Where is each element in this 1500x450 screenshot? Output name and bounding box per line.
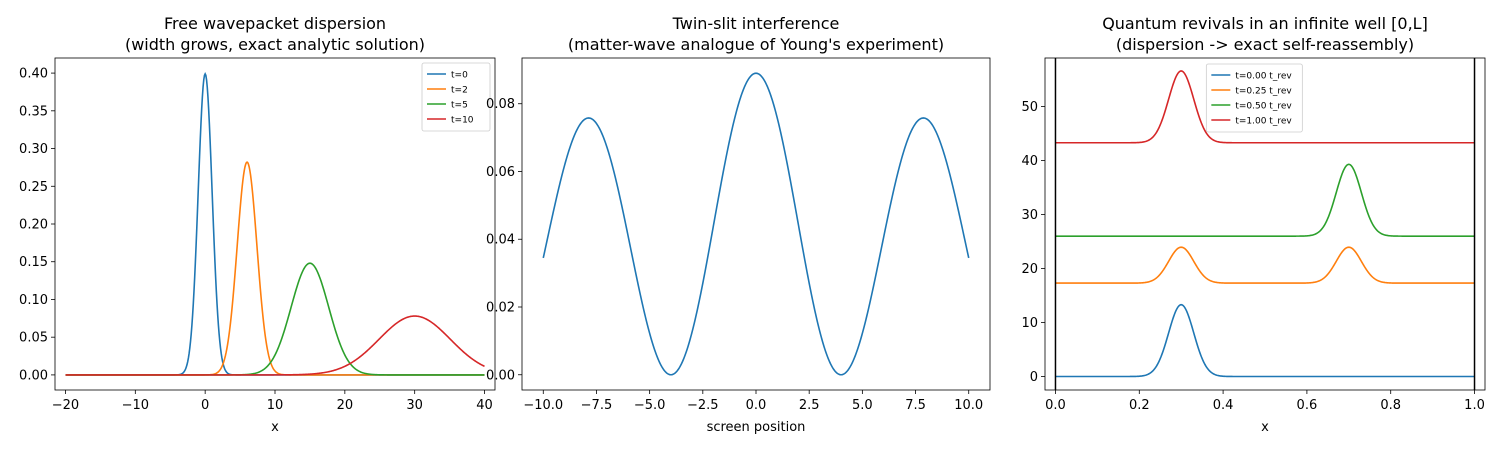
legend: t=0.00 t_rev t=0.25 t_rev t=0.50 t_rev t=1.… [1205, 63, 1303, 133]
x-axis-label: x [271, 420, 279, 435]
y-tick-label: 0.10 [19, 293, 48, 308]
axes-frame [521, 57, 991, 391]
series-line-t-10 [65, 315, 485, 376]
series-line-2 [542, 72, 970, 376]
x-tick-label: 7.5 [905, 398, 926, 413]
legend-entry: t=0.25 t_rev [1235, 87, 1292, 97]
y-tick-label: 0.30 [19, 142, 48, 157]
y-tick-label: 0.20 [19, 218, 48, 233]
legend-entry: t=0 [451, 71, 468, 81]
x-tick-label: −7.5 [581, 398, 613, 413]
x-tick-label: 2.5 [799, 398, 820, 413]
y-tick-label: 0.00 [486, 368, 515, 383]
chart-title-line-2: (width grows, exact analytic solution) [125, 35, 425, 54]
series-line-t-0-00-t-rev [1055, 303, 1475, 378]
x-axis-label: screen position [707, 420, 806, 435]
y-tick-label: 0.02 [486, 301, 515, 316]
x-tick-label: 0.8 [1380, 398, 1401, 413]
x-axis-label: x [1261, 420, 1269, 435]
legend: t=0 t=2 t=5 t=10 [421, 62, 491, 132]
legend-entry: t=2 [451, 86, 468, 96]
x-tick-label: 0.2 [1129, 398, 1150, 413]
x-tick-label: 10.0 [954, 398, 983, 413]
y-tick-label: 0.15 [19, 255, 48, 270]
x-tick-label: 5.0 [852, 398, 873, 413]
x-tick-label: −10.0 [523, 398, 563, 413]
y-tick-label: 0 [1030, 370, 1038, 385]
subplot-2: Twin-slit interference (matter-wave analo… [486, 14, 991, 435]
legend-entry: t=5 [451, 101, 468, 111]
y-tick-label: 0.25 [19, 180, 48, 195]
subplot-3: Quantum revivals in an infinite well [0,… [1021, 14, 1486, 435]
y-tick-label: 30 [1021, 208, 1038, 223]
y-tick-label: 0.06 [486, 165, 515, 180]
axes-frame [1044, 57, 1486, 391]
chart-title-line-1: Free wavepacket dispersion [164, 14, 386, 33]
x-tick-label: 0.0 [1045, 398, 1066, 413]
x-tick-label: 30 [406, 398, 423, 413]
series-line-t-5 [65, 262, 485, 376]
x-tick-label: −5.0 [634, 398, 666, 413]
x-tick-label: 0.4 [1213, 398, 1234, 413]
x-tick-label: 0.6 [1297, 398, 1318, 413]
x-tick-label: 0.0 [746, 398, 767, 413]
x-tick-label: 0 [201, 398, 209, 413]
legend-entry: t=0.00 t_rev [1235, 72, 1292, 82]
series-line-t-2 [65, 161, 485, 376]
x-tick-label: 40 [476, 398, 493, 413]
legend-entry: t=1.00 t_rev [1235, 117, 1292, 127]
y-tick-label: 0.04 [486, 233, 515, 248]
subplot-1: Free wavepacket dispersion (width grows, … [19, 14, 496, 435]
x-tick-label: −10 [122, 398, 149, 413]
x-tick-label: −20 [52, 398, 79, 413]
legend-box [1205, 63, 1303, 133]
y-tick-label: 0.00 [19, 368, 48, 383]
series-line-t-1-00-t-rev [1055, 70, 1475, 144]
legend-entry: t=10 [451, 116, 474, 126]
series-line-t-0-50-t-rev [1055, 163, 1475, 237]
y-tick-label: 0.08 [486, 97, 515, 112]
chart-title-line-2: (dispersion -> exact self-reassembly) [1116, 35, 1414, 54]
x-tick-label: 10 [267, 398, 284, 413]
chart-title-line-1: Quantum revivals in an infinite well [0,… [1102, 14, 1428, 33]
chart-title-line-2: (matter-wave analogue of Young's experim… [568, 35, 944, 54]
chart-title-line-1: Twin-slit interference [672, 14, 840, 33]
series-line-t-0-25-t-rev [1055, 246, 1475, 284]
x-tick-label: −2.5 [687, 398, 719, 413]
y-tick-label: 0.35 [19, 104, 48, 119]
y-tick-label: 20 [1021, 262, 1038, 277]
y-tick-label: 0.40 [19, 67, 48, 82]
y-tick-label: 10 [1021, 316, 1038, 331]
y-tick-label: 40 [1021, 154, 1038, 169]
legend-entry: t=0.50 t_rev [1235, 102, 1292, 112]
legend-box [421, 62, 491, 132]
y-tick-label: 50 [1021, 100, 1038, 115]
y-tick-label: 0.05 [19, 331, 48, 346]
x-tick-label: 1.0 [1464, 398, 1485, 413]
x-tick-label: 20 [337, 398, 354, 413]
